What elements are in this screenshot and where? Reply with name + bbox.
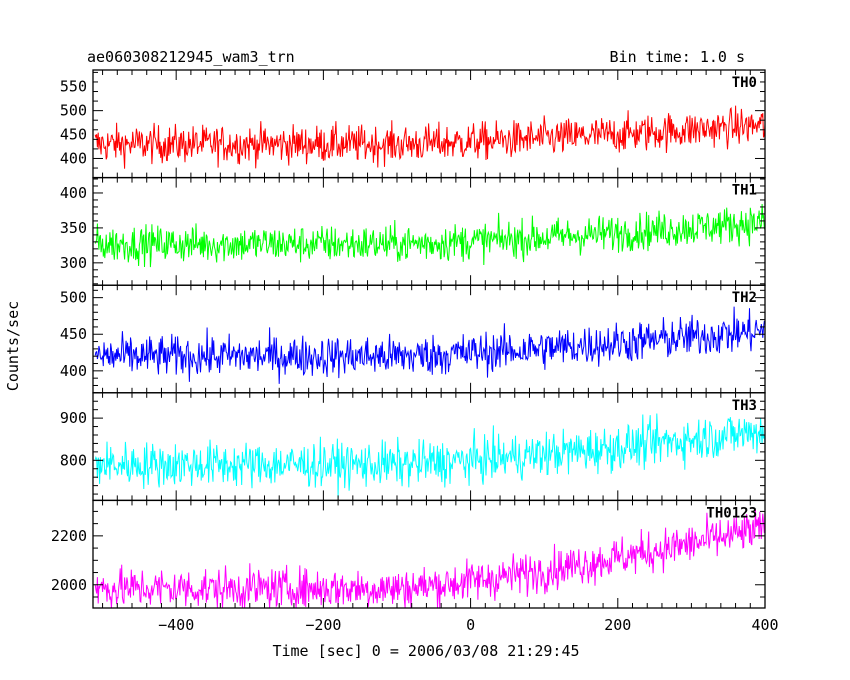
y-tick-label: 400 xyxy=(60,184,87,202)
panel-frame xyxy=(92,499,766,609)
y-tick-label: 450 xyxy=(60,325,87,343)
panel-th3: TH3 800 900 xyxy=(60,392,766,502)
y-tick-label: 450 xyxy=(60,126,87,144)
y-tick-label: 400 xyxy=(60,149,87,167)
panel-label: TH2 xyxy=(732,290,757,306)
y-tick-label: 2000 xyxy=(51,576,87,594)
panels: TH0400450500550TH1300350400TH2400450500T… xyxy=(51,69,779,634)
y-tick-label: 400 xyxy=(60,362,87,380)
y-tick-label: 800 xyxy=(60,451,87,469)
series-line-th1 xyxy=(94,203,766,268)
y-axis-label: Counts/sec xyxy=(4,301,22,391)
plot-title: ae060308212945_wam3_trn xyxy=(87,48,295,66)
panel-label: TH0 xyxy=(732,75,757,91)
y-tick-label: 900 xyxy=(60,409,87,427)
panel-th1: TH1 300 350 400 xyxy=(60,176,766,286)
panel-label: TH0123 xyxy=(706,505,757,521)
y-tick-label: 2200 xyxy=(51,527,87,545)
y-tick-label: 500 xyxy=(60,289,87,307)
panel-th2: TH2 400 450 500 xyxy=(60,284,766,394)
y-tick-label: 550 xyxy=(60,78,87,96)
x-tick-label: −400 xyxy=(158,616,194,634)
bin-time-label: Bin time: 1.0 s xyxy=(610,48,745,66)
panel-th0123: TH0123 2000 2200 xyxy=(51,499,766,609)
panel-frame xyxy=(92,176,766,286)
x-tick-label: 0 xyxy=(466,616,475,634)
x-tick-label: 200 xyxy=(604,616,631,634)
x-tick-label: 400 xyxy=(751,616,778,634)
panel-frame xyxy=(92,392,766,502)
y-tick-label: 300 xyxy=(60,254,87,272)
panel-label: TH1 xyxy=(732,183,757,199)
series-line-th3 xyxy=(94,413,766,499)
x-axis-label: Time [sec] 0 = 2006/03/08 21:29:45 xyxy=(272,642,579,660)
x-tick-label: −200 xyxy=(305,616,341,634)
series-line-th2 xyxy=(94,306,766,384)
y-tick-label: 500 xyxy=(60,102,87,120)
series-line-th0 xyxy=(94,105,766,169)
series-line-th0123 xyxy=(94,509,766,609)
y-tick-label: 350 xyxy=(60,219,87,237)
panel-th0: TH0 400 450 500 550 xyxy=(60,69,766,179)
panel-label: TH3 xyxy=(732,398,757,414)
